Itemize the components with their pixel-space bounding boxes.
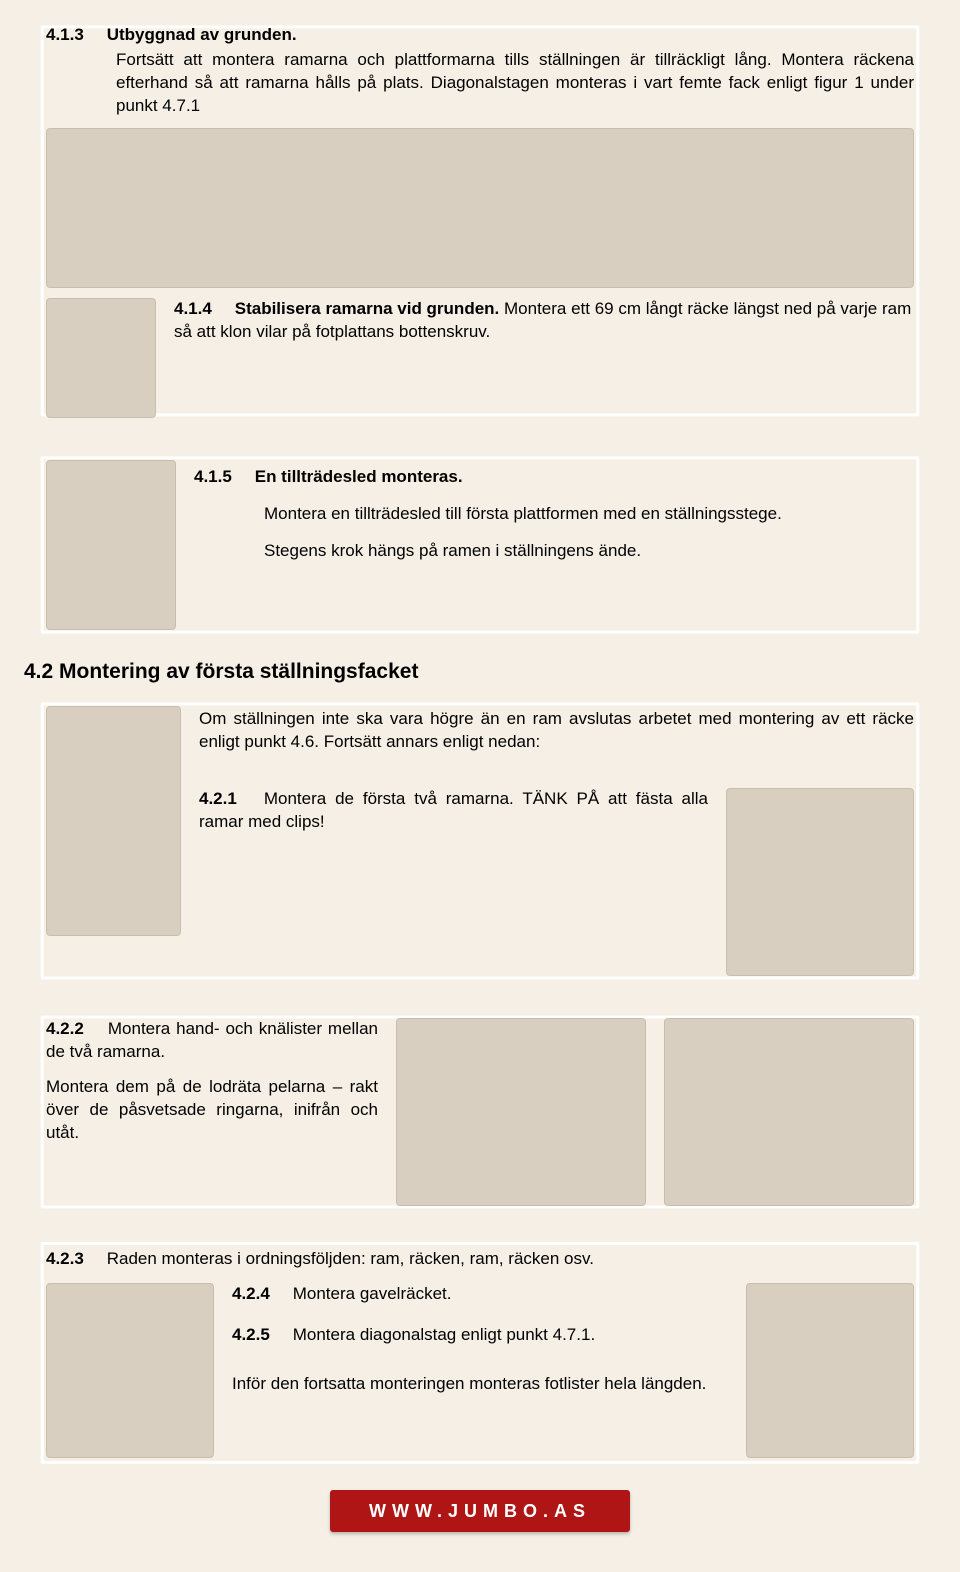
section-414-heading: 4.1.4 Stabilisera ramarna vid grunden. M… <box>174 298 914 344</box>
title-415: En tillträdesled monteras. <box>255 467 463 486</box>
figure-guardrail-mount <box>396 1018 646 1206</box>
figure-scaffold-base-wide <box>46 128 914 288</box>
heading-42: 4.2 Montering av första ställningsfacket <box>24 658 936 686</box>
body-423-extra: Inför den fortsatta monteringen monteras… <box>232 1373 728 1396</box>
figure-guardrail-closeup <box>664 1018 914 1206</box>
section-421: 4.2.1 Montera de första två ramarna. TÄN… <box>199 788 708 834</box>
num-422: 4.2.2 <box>46 1018 102 1041</box>
section-415-heading: 4.1.5 En tillträdesled monteras. <box>194 466 914 489</box>
section-423-heading: 4.2.3 Raden monteras i ordningsföljden: … <box>46 1248 914 1271</box>
figure-worker-on-scaffold <box>46 706 181 936</box>
section-413-heading: 4.1.3 Utbyggnad av grunden. <box>46 24 914 47</box>
figure-scaffold-base-detail <box>46 298 156 418</box>
num-421: 4.2.1 <box>199 788 255 811</box>
title-414: Stabilisera ramarna vid grunden. <box>235 299 500 318</box>
num-415: 4.1.5 <box>194 466 250 489</box>
num-414: 4.1.4 <box>174 298 230 321</box>
section-423: 4.2.3 Raden monteras i ordningsföljden: … <box>24 1234 936 1472</box>
section-415: 4.1.5 En tillträdesled monteras. Montera… <box>24 446 936 644</box>
section-413: 4.1.3 Utbyggnad av grunden. Fortsätt att… <box>24 10 936 432</box>
body-42-intro: Om ställningen inte ska vara högre än en… <box>199 708 914 754</box>
body-422: Montera dem på de lodräta pelarna – rakt… <box>46 1076 378 1145</box>
body-421: Montera de första två ramarna. TÄNK PÅ a… <box>199 789 708 831</box>
figure-end-rail-mount <box>746 1283 914 1458</box>
body-425: Montera diagonalstag enligt punkt 4.7.1. <box>293 1325 595 1344</box>
footer-url: WWW.JUMBO.AS <box>330 1490 630 1532</box>
title-413: Utbyggnad av grunden. <box>107 25 297 44</box>
body-423: Raden monteras i ordningsföljden: ram, r… <box>107 1249 594 1268</box>
section-424: 4.2.4 Montera gavelräcket. <box>232 1283 728 1306</box>
figure-worker-carry-rail <box>46 1283 214 1458</box>
num-423: 4.2.3 <box>46 1248 102 1271</box>
num-425: 4.2.5 <box>232 1324 288 1347</box>
num-413: 4.1.3 <box>46 24 102 47</box>
section-422: 4.2.2 Montera hand- och knälister mellan… <box>24 1004 936 1220</box>
section-425: 4.2.5 Montera diagonalstag enligt punkt … <box>232 1324 728 1347</box>
section-42-intro: Om ställningen inte ska vara högre än en… <box>24 692 936 990</box>
body-415-p1: Montera en tillträdesled till första pla… <box>264 503 914 526</box>
num-424: 4.2.4 <box>232 1283 288 1306</box>
section-422-heading: 4.2.2 Montera hand- och knälister mellan… <box>46 1018 378 1064</box>
body-413: Fortsätt att montera ramarna och plattfo… <box>116 49 914 118</box>
figure-ladder-access <box>46 460 176 630</box>
body-415-p2: Stegens krok hängs på ramen i ställninge… <box>264 540 914 563</box>
figure-clip-detail <box>726 788 914 976</box>
body-424: Montera gavelräcket. <box>293 1284 452 1303</box>
